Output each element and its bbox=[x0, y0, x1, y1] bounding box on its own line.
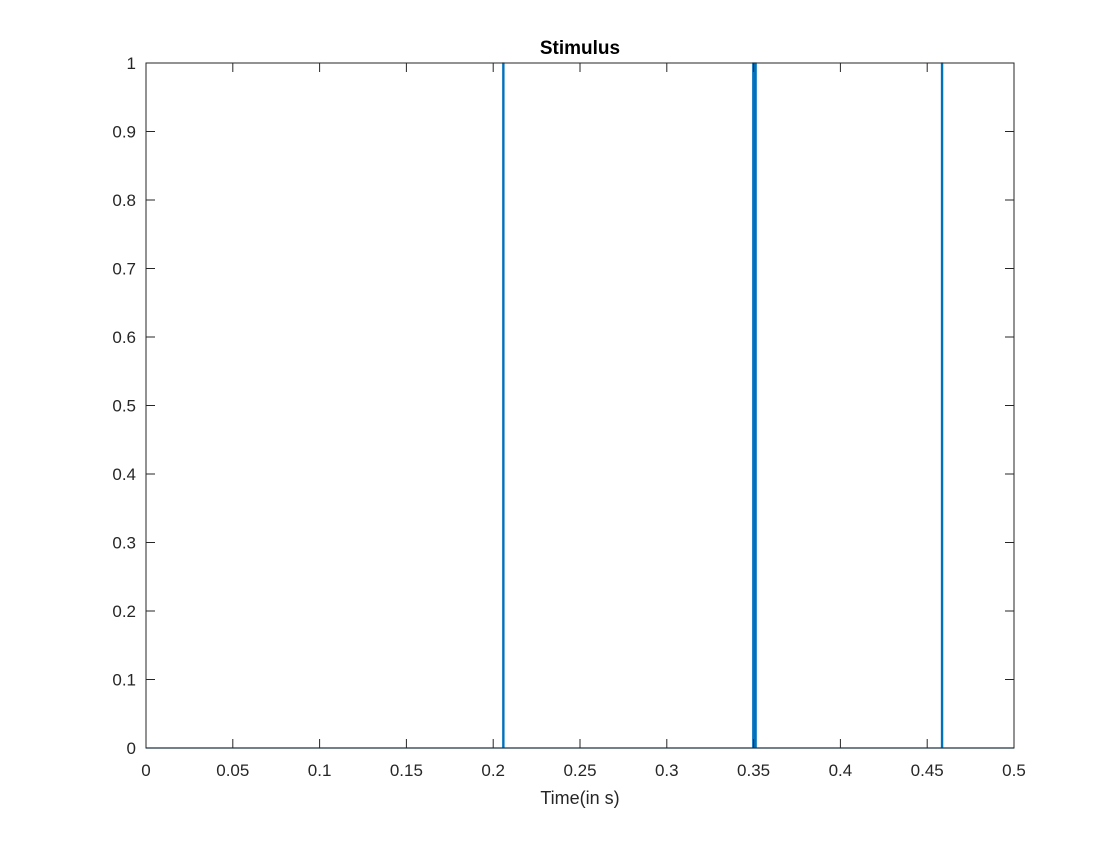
y-tick-label: 0.6 bbox=[112, 328, 136, 347]
y-tick-label: 1 bbox=[127, 54, 136, 73]
x-tick-label: 0.2 bbox=[481, 761, 505, 780]
x-tick-label: 0.05 bbox=[216, 761, 249, 780]
y-tick-label: 0.2 bbox=[112, 602, 136, 621]
y-tick-label: 0.7 bbox=[112, 260, 136, 279]
label-layer: 0 0.05 0.1 0.15 0.2 0.25 0.3 0.35 0.4 0.45 0.5 0 0.1… bbox=[112, 54, 1025, 780]
y-tick-label: 0.4 bbox=[112, 465, 136, 484]
y-tick-label: 0.8 bbox=[112, 191, 136, 210]
x-tick-label: 0.5 bbox=[1002, 761, 1026, 780]
x-tick-label: 0.45 bbox=[911, 761, 944, 780]
x-tick-label: 0 bbox=[141, 761, 150, 780]
y-tick-label: 0.3 bbox=[112, 534, 136, 553]
y-tick-label: 0.1 bbox=[112, 671, 136, 690]
x-tick-label: 0.1 bbox=[308, 761, 332, 780]
axes-box bbox=[145, 62, 1015, 749]
chart-title: Stimulus bbox=[540, 38, 620, 59]
y-tick-label: 0.9 bbox=[112, 123, 136, 142]
y-tick-label: 0.5 bbox=[112, 397, 136, 416]
x-axis-title: Time(in s) bbox=[540, 788, 619, 808]
x-tick-label: 0.35 bbox=[737, 761, 770, 780]
x-tick-label: 0.25 bbox=[563, 761, 596, 780]
x-tick-label: 0.15 bbox=[390, 761, 423, 780]
y-tick-label: 0 bbox=[127, 739, 136, 758]
x-tick-label: 0.3 bbox=[655, 761, 679, 780]
plot-area bbox=[146, 63, 1014, 748]
x-tick-label: 0.4 bbox=[829, 761, 853, 780]
